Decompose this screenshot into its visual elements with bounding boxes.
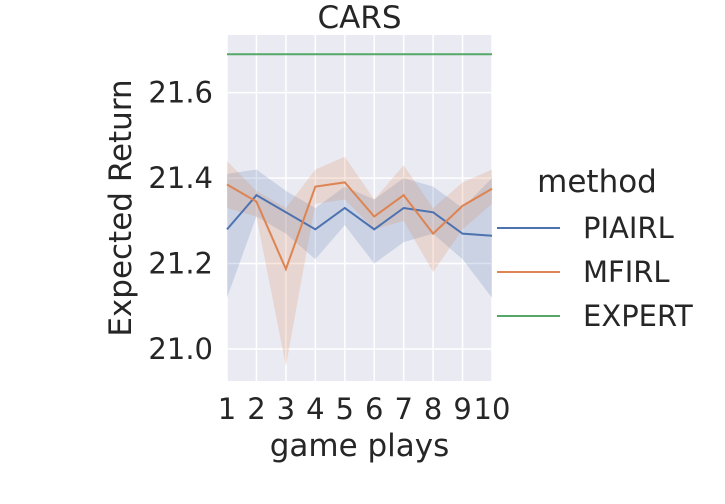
y-axis-label: Expected Return: [103, 79, 139, 336]
x-tick-label: 10: [474, 392, 511, 426]
chart-title: CARS: [317, 0, 401, 36]
y-tick-label: 21.2: [148, 247, 213, 281]
y-tick-labels: 21.0 21.2 21.4 21.6: [148, 76, 213, 366]
y-tick-label: 21.4: [148, 161, 213, 195]
legend-label-mfirl: MFIRL: [583, 255, 670, 289]
x-tick-label: 3: [277, 392, 295, 426]
y-tick-label: 21.0: [148, 332, 213, 366]
series-line-piairl: [226, 193, 493, 237]
legend: method PIAIRL MFIRL EXPERT: [497, 164, 693, 333]
ci-band-mfirl: [227, 156, 492, 367]
x-tick-label: 7: [394, 392, 412, 426]
x-tick-label: 9: [453, 392, 471, 426]
series-lines: [226, 53, 493, 272]
grid: [226, 35, 493, 381]
legend-label-expert: EXPERT: [583, 299, 693, 333]
confidence-bands: [227, 156, 492, 367]
x-tick-label: 1: [218, 392, 236, 426]
series-line-mfirl: [226, 181, 493, 272]
legend-label-piairl: PIAIRL: [583, 211, 674, 245]
x-axis-label: game plays: [270, 428, 450, 464]
legend-title: method: [537, 164, 657, 200]
x-tick-labels: 1 2 3 4 5 6 7 8 9 10: [218, 392, 511, 426]
x-tick-label: 6: [365, 392, 383, 426]
x-tick-label: 2: [247, 392, 265, 426]
x-tick-label: 4: [306, 392, 324, 426]
x-tick-label: 5: [336, 392, 354, 426]
x-tick-label: 8: [424, 392, 442, 426]
ci-band-piairl: [227, 169, 492, 298]
y-tick-label: 21.6: [148, 76, 213, 110]
